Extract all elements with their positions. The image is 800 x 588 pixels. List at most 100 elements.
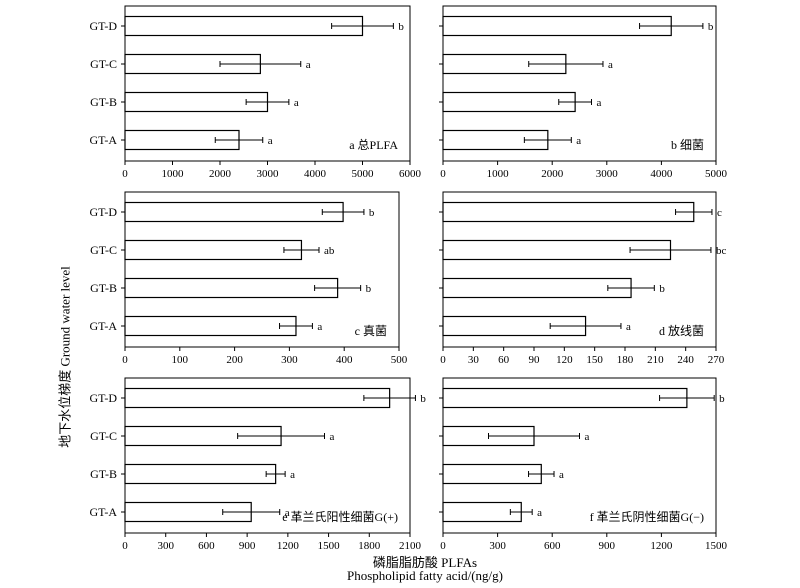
significance-letter: a [626,321,631,333]
x-tick-label: 1000 [487,168,510,180]
significance-letter: a [306,59,311,71]
bar [442,201,695,223]
category-label: GT-C [90,243,117,257]
bar [124,463,277,485]
x-tick-label: 1200 [650,540,673,552]
significance-letter: a [608,59,613,71]
bar [124,15,364,37]
x-tick-label: 300 [281,354,298,366]
x-tick-label: 270 [708,354,725,366]
x-tick-label: 90 [529,354,541,366]
x-tick-label: 300 [489,540,506,552]
significance-letter: a [268,135,273,147]
significance-letter: bc [716,245,727,257]
significance-letter: a [317,321,322,333]
x-tick-label: 1500 [705,540,728,552]
x-tick-label: 1500 [318,540,341,552]
significance-letter: a [597,97,602,109]
chart-panel-e: 0 300 600 900 1200 1500 1800 2100 GT-A a GT-B a GT-C… [89,377,426,552]
x-tick-label: 900 [239,540,256,552]
significance-letter: a [576,135,581,147]
x-tick-label: 300 [157,540,174,552]
category-label: GT-B [90,467,117,481]
x-tick-label: 600 [544,540,561,552]
category-label: GT-B [90,95,117,109]
panel-label: e 革兰氏阳性细菌G(+) [282,510,398,524]
category-label: GT-C [90,429,117,443]
bar [442,91,576,113]
x-tick-label: 3000 [257,168,280,180]
significance-letter: b [708,21,714,33]
chart-panel-a: 0 1000 2000 3000 4000 5000 6000 GT-A a GT-B a GT-C a… [89,5,422,180]
x-tick-label: 500 [391,354,408,366]
significance-letter: a [559,469,564,481]
panel-frame [442,377,717,534]
category-label: GT-A [89,505,117,519]
bar [442,501,522,523]
significance-letter: b [369,207,375,219]
x-tick-label: 1800 [358,540,381,552]
x-tick-label: 600 [198,540,215,552]
x-tick-label: 180 [617,354,634,366]
panel-frame [442,191,717,348]
panel-label: b 细菌 [671,138,704,152]
x-tick-label: 210 [647,354,664,366]
chart-panel-f: 0 300 600 900 1200 1500 a a a b f 革兰氏阴性细菌G(−) [439,377,728,552]
category-label: GT-A [89,319,117,333]
x-tick-label: 5000 [705,168,728,180]
bar [124,315,297,337]
significance-letter: b [366,283,372,295]
significance-letter: a [330,431,335,443]
significance-letter: a [585,431,590,443]
bar [442,387,688,409]
significance-letter: b [420,393,426,405]
y-axis-title-text: 地下水位梯度 Ground water level [57,266,73,448]
bar [124,201,344,223]
x-tick-label: 2000 [541,168,564,180]
x-axis-title-cn: 磷脂脂肪酸 PLFAs [372,555,478,570]
x-tick-label: 2100 [399,540,422,552]
x-tick-label: 120 [556,354,573,366]
x-tick-label: 30 [468,354,480,366]
x-axis-title-en: Phospholipid fatty acid/(ng/g) [347,568,503,583]
x-tick-label: 2000 [209,168,232,180]
bar [124,387,391,409]
x-tick-label: 3000 [596,168,619,180]
x-tick-label: 0 [440,540,446,552]
significance-letter: a [537,507,542,519]
panel-label: f 革兰氏阴性细菌G(−) [590,510,704,524]
bar [124,239,303,261]
bar [442,15,672,37]
category-label: GT-D [89,205,117,219]
category-label: GT-D [89,19,117,33]
significance-letter: b [398,21,404,33]
x-tick-label: 1200 [277,540,300,552]
significance-letter: a [290,469,295,481]
significance-letter: c [717,207,722,219]
bar [124,277,339,299]
x-tick-label: 150 [586,354,603,366]
x-tick-label: 200 [226,354,243,366]
panel-frame [442,5,717,162]
bar [442,463,542,485]
x-tick-label: 4000 [650,168,673,180]
x-tick-label: 0 [122,354,128,366]
x-tick-label: 240 [677,354,694,366]
category-label: GT-A [89,133,117,147]
x-tick-label: 6000 [399,168,422,180]
x-tick-label: 0 [440,354,446,366]
category-label: GT-D [89,391,117,405]
bar [442,277,632,299]
significance-letter: a [294,97,299,109]
x-tick-label: 60 [498,354,510,366]
significance-letter: ab [324,245,335,257]
x-tick-label: 0 [122,168,128,180]
x-tick-label: 1000 [162,168,185,180]
significance-letter: b [719,393,725,405]
x-tick-label: 100 [172,354,189,366]
significance-letter: b [659,283,665,295]
x-tick-label: 0 [122,540,128,552]
panel-frame [124,191,400,348]
chart-panel-d: 0 30 60 90 120 150 180 210 240 270 a b bc c d 放线菌 [439,191,727,366]
